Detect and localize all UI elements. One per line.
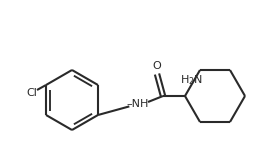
Text: O: O [153,61,161,71]
Text: –NH: –NH [127,99,149,109]
Text: H$_2$N: H$_2$N [179,73,202,87]
Text: Cl: Cl [26,88,37,98]
